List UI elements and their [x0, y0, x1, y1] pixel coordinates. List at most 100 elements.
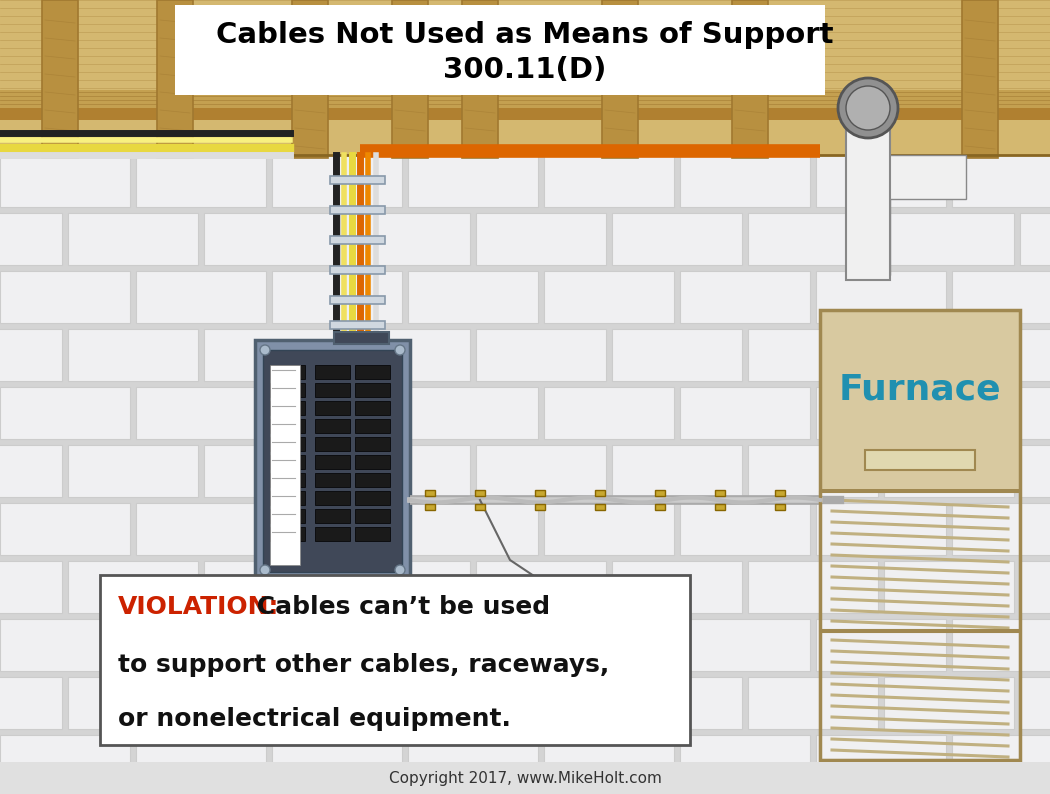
Bar	[884, 677, 1014, 729]
Bar	[392, 0, 428, 158]
Bar	[272, 619, 402, 671]
Bar	[272, 387, 402, 439]
Bar	[330, 266, 385, 274]
Bar	[612, 677, 742, 729]
Text: Furnace: Furnace	[839, 373, 1002, 407]
Bar	[355, 455, 390, 469]
Text: or nonelectrical equipment.: or nonelectrical equipment.	[118, 707, 511, 731]
Bar	[602, 0, 638, 158]
Bar	[340, 677, 470, 729]
Bar	[136, 619, 266, 671]
Bar	[204, 329, 334, 381]
Bar	[775, 490, 785, 496]
Bar	[355, 401, 390, 415]
Bar	[340, 561, 470, 613]
Bar	[962, 0, 998, 158]
Bar	[846, 100, 890, 280]
Bar	[315, 365, 350, 379]
Bar	[732, 0, 768, 158]
Bar	[330, 236, 385, 244]
Bar	[270, 383, 304, 397]
Bar	[42, 0, 78, 158]
Bar	[476, 445, 606, 497]
Bar	[748, 561, 878, 613]
Bar	[425, 490, 435, 496]
Bar	[865, 450, 975, 470]
Bar	[315, 419, 350, 433]
Bar	[270, 509, 304, 523]
Bar	[820, 632, 1020, 760]
Bar	[315, 437, 350, 451]
Bar	[330, 321, 385, 329]
Bar	[846, 155, 890, 275]
Bar	[1020, 329, 1050, 381]
Bar	[315, 527, 350, 541]
Bar	[544, 503, 674, 555]
Bar	[952, 155, 1050, 207]
Bar	[462, 0, 498, 158]
Bar	[204, 561, 334, 613]
Bar	[272, 155, 402, 207]
Bar	[100, 575, 690, 745]
Bar	[1020, 445, 1050, 497]
Bar	[655, 504, 665, 510]
Bar	[408, 735, 538, 787]
Bar	[158, 0, 193, 158]
Bar	[0, 271, 130, 323]
Bar	[952, 503, 1050, 555]
Bar	[355, 491, 390, 505]
Bar	[820, 492, 1020, 630]
Bar	[68, 445, 198, 497]
Bar	[0, 329, 62, 381]
Bar	[0, 213, 62, 265]
Circle shape	[395, 345, 405, 355]
Bar	[255, 340, 410, 580]
Text: to support other cables, raceways,: to support other cables, raceways,	[118, 653, 609, 677]
Bar	[68, 561, 198, 613]
Bar	[462, 0, 498, 158]
Bar	[0, 619, 130, 671]
Bar	[315, 401, 350, 415]
Bar	[655, 490, 665, 496]
Bar	[884, 561, 1014, 613]
Bar	[136, 155, 266, 207]
Bar	[612, 329, 742, 381]
Bar	[330, 296, 385, 304]
Bar	[680, 735, 810, 787]
Bar	[820, 310, 1020, 760]
Bar	[536, 490, 545, 496]
Bar	[136, 735, 266, 787]
Bar	[42, 0, 78, 158]
Bar	[330, 176, 385, 184]
Bar	[158, 0, 193, 158]
Text: Cables can’t be used: Cables can’t be used	[248, 595, 550, 619]
Bar	[602, 0, 638, 158]
Bar	[315, 455, 350, 469]
Bar	[272, 271, 402, 323]
Bar	[315, 509, 350, 523]
Bar	[68, 329, 198, 381]
Bar	[612, 213, 742, 265]
Bar	[355, 365, 390, 379]
Bar	[315, 383, 350, 397]
Bar	[0, 445, 62, 497]
Bar	[952, 387, 1050, 439]
Bar	[476, 677, 606, 729]
Bar	[408, 271, 538, 323]
Circle shape	[260, 565, 270, 575]
Bar	[334, 332, 388, 344]
Bar	[270, 455, 304, 469]
Bar	[536, 504, 545, 510]
Bar	[595, 504, 605, 510]
Bar	[204, 213, 334, 265]
Bar	[204, 445, 334, 497]
Bar	[680, 503, 810, 555]
Bar	[544, 271, 674, 323]
Bar	[748, 677, 878, 729]
Bar	[340, 445, 470, 497]
Bar	[0, 108, 1050, 120]
Bar	[262, 350, 402, 572]
Bar	[1020, 561, 1050, 613]
Bar	[952, 735, 1050, 787]
Bar	[355, 509, 390, 523]
